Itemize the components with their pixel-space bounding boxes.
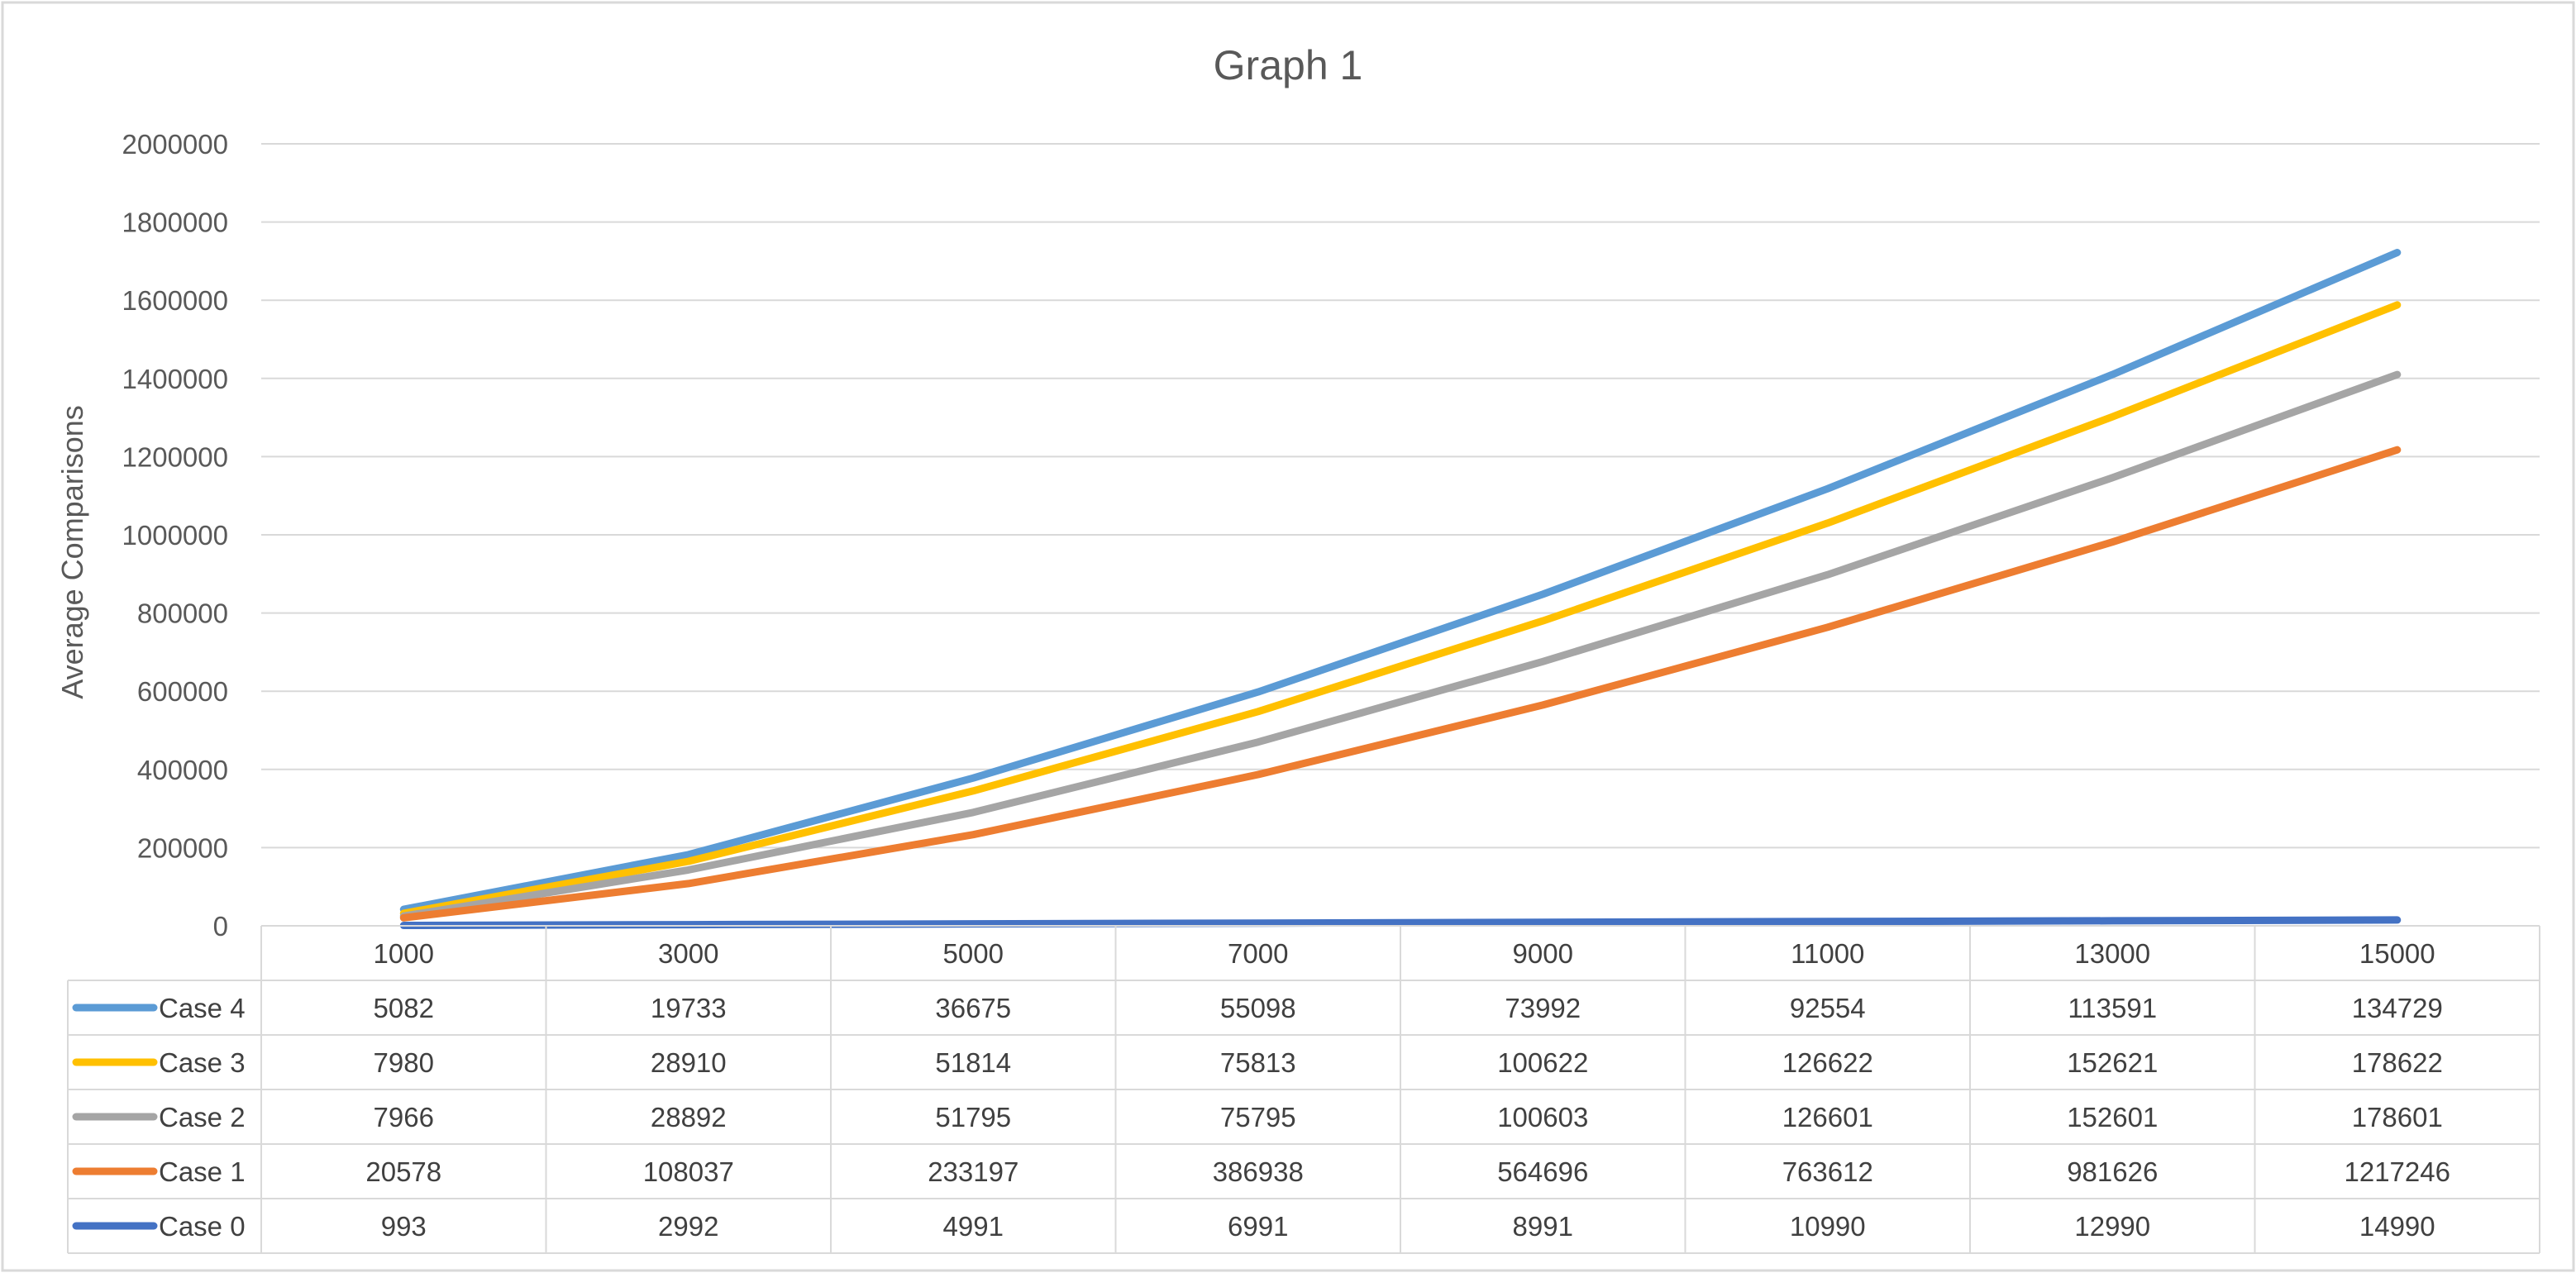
x-tick-label: 13000 [2074, 938, 2150, 969]
data-label: 51814 [935, 1047, 1011, 1078]
data-label: 92554 [1790, 993, 1866, 1023]
x-tick-label: 1000 [374, 938, 434, 969]
data-label: 10990 [1790, 1211, 1866, 1242]
series-line [399, 916, 2402, 929]
gridlines [261, 143, 2540, 849]
data-label: 100622 [1497, 1047, 1588, 1078]
y-tick-label: 1600000 [122, 285, 228, 316]
data-label: 126601 [1782, 1102, 1873, 1132]
data-label: 75795 [1220, 1102, 1296, 1132]
data-label: 5082 [374, 993, 434, 1023]
legend-entry: Case 3 [159, 1047, 246, 1078]
series-line [399, 301, 2402, 918]
data-label: 19733 [651, 993, 727, 1023]
data-label: 7966 [374, 1102, 434, 1132]
series-line [399, 446, 2402, 922]
series-lines [399, 249, 2402, 929]
data-label: 75813 [1220, 1047, 1296, 1078]
y-tick-label: 1200000 [122, 441, 228, 472]
data-label: 4991 [943, 1211, 1004, 1242]
x-tick-label: 7000 [1228, 938, 1288, 969]
y-tick-label: 400000 [137, 755, 228, 785]
data-table: 1000 3000 5000 7000 9000 11000 13000 15000 Case … [67, 925, 2540, 1254]
data-label: 8991 [1513, 1211, 1573, 1242]
data-label: 73992 [1505, 993, 1581, 1023]
data-label: 386938 [1213, 1156, 1304, 1187]
x-tick-label: 9000 [1513, 938, 1573, 969]
data-label: 108037 [643, 1156, 734, 1187]
data-label: 51795 [935, 1102, 1011, 1132]
legend-entry: Case 2 [159, 1102, 246, 1132]
data-label: 1217246 [2345, 1156, 2450, 1187]
x-tick-label: 15000 [2359, 938, 2435, 969]
data-label: 152621 [2067, 1047, 2158, 1078]
y-tick-label: 1000000 [122, 520, 228, 551]
data-label: 178601 [2352, 1102, 2443, 1132]
legend-entry: Case 4 [159, 993, 246, 1023]
data-label: 14990 [2359, 1211, 2435, 1242]
y-tick-label: 600000 [137, 676, 228, 707]
data-label: 20578 [365, 1156, 441, 1187]
data-label: 113591 [2068, 993, 2157, 1023]
data-label: 981626 [2067, 1156, 2158, 1187]
data-label: 28892 [651, 1102, 727, 1132]
data-label: 55098 [1220, 993, 1296, 1023]
data-label: 28910 [651, 1047, 727, 1078]
legend-entry: Case 1 [159, 1156, 246, 1187]
data-label: 178622 [2352, 1047, 2443, 1078]
data-label: 126622 [1782, 1047, 1873, 1078]
data-label: 36675 [935, 993, 1011, 1023]
series-line [399, 249, 2402, 913]
x-tick-label: 11000 [1791, 938, 1864, 969]
data-label: 2992 [658, 1211, 718, 1242]
data-label: 100603 [1497, 1102, 1588, 1132]
y-tick-label: 200000 [137, 832, 228, 863]
data-label: 12990 [2074, 1211, 2150, 1242]
legend-entry: Case 0 [159, 1211, 246, 1242]
data-label: 763612 [1782, 1156, 1873, 1187]
data-label: 564696 [1497, 1156, 1588, 1187]
data-label: 993 [381, 1211, 427, 1242]
y-tick-label: 1800000 [122, 207, 228, 238]
y-tick-label: 800000 [137, 598, 228, 629]
data-label: 7980 [374, 1047, 434, 1078]
x-tick-label: 5000 [943, 938, 1004, 969]
y-axis-label: Average Comparisons [55, 405, 89, 699]
data-label: 152601 [2067, 1102, 2158, 1132]
x-tick-label: 3000 [658, 938, 718, 969]
y-tick-labels: 0 200000 400000 600000 800000 1000000 1200000 1… [122, 129, 228, 942]
data-label: 134729 [2352, 993, 2443, 1023]
chart-title: Graph 1 [1214, 42, 1363, 88]
y-tick-label: 2000000 [122, 129, 228, 160]
data-label: 6991 [1228, 1211, 1288, 1242]
y-tick-label: 0 [213, 911, 228, 942]
y-tick-label: 1400000 [122, 364, 228, 394]
data-label: 233197 [928, 1156, 1018, 1187]
series-line [399, 370, 2402, 920]
